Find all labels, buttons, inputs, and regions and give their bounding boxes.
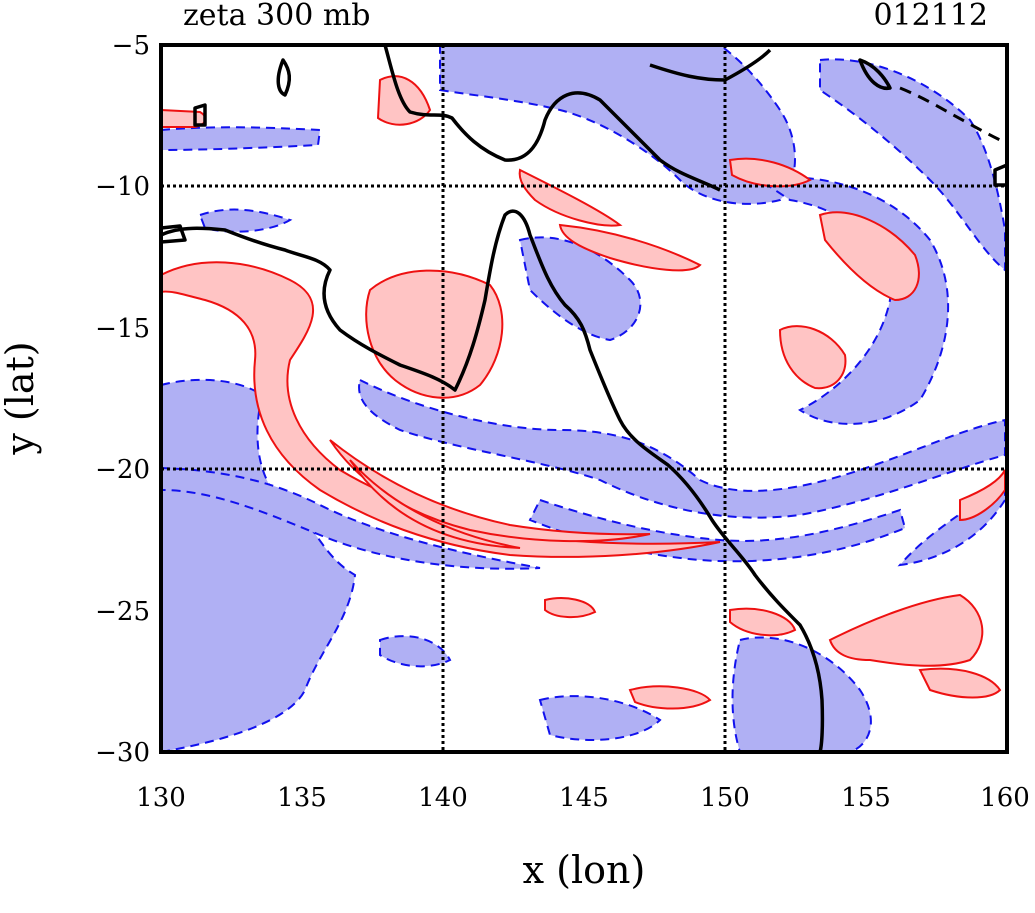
neg-region-gulf [518, 236, 642, 342]
x-axis-label: x (lon) [523, 848, 646, 892]
neg-region-northeast [819, 58, 1006, 273]
pos-region-arc-outer [161, 261, 721, 558]
coastline-east-edge [993, 163, 1007, 187]
pos-region-southeast-large [828, 593, 984, 667]
neg-region-southwest-patch [379, 635, 452, 668]
y-tick-minus15: −15 [95, 314, 150, 344]
pos-region-east-vortex [818, 211, 920, 302]
pos-region-southeast-tail [918, 667, 1002, 699]
y-tick-minus5: −5 [112, 31, 150, 61]
pos-region-east-core [778, 325, 847, 390]
chart-title-left: zeta 300 mb [183, 0, 371, 33]
negative-vorticity-regions [161, 45, 1006, 752]
pos-region-north-east [728, 157, 812, 188]
x-tick-135: 135 [277, 783, 327, 813]
neg-region-southeast [731, 636, 872, 752]
grid-lines [161, 45, 1007, 752]
coastline-west-edge [161, 224, 187, 244]
y-axis-label: y (lat) [0, 341, 42, 455]
chart-title-right: 012112 [873, 0, 988, 33]
x-tick-150: 150 [700, 783, 750, 813]
coastline-dashed-northeast [899, 86, 1001, 142]
plot-area [161, 45, 1007, 752]
x-tick-145: 145 [559, 783, 609, 813]
plot-frame [159, 43, 1009, 754]
x-tick-130: 130 [136, 783, 186, 813]
y-tick-minus25: −25 [95, 597, 150, 627]
neg-region-south-patch [538, 695, 662, 741]
x-tick-160: 160 [980, 783, 1030, 813]
pos-region-south-west [544, 597, 597, 618]
pos-region-south-small [628, 685, 712, 710]
pos-region-coral-band [558, 223, 702, 272]
pos-region-arc-thin [349, 459, 521, 549]
coastline-small-island [193, 103, 207, 127]
coastline [161, 45, 1007, 752]
coastline-island-north [276, 58, 292, 97]
y-tick-minus10: −10 [95, 172, 150, 202]
neg-region-north [439, 45, 796, 205]
x-tick-155: 155 [841, 783, 891, 813]
coastline-east-island [858, 58, 892, 91]
coastline-new-guinea [383, 45, 721, 192]
neg-region-west-arc [161, 466, 541, 570]
neg-region-north-streak [161, 126, 322, 152]
coastline-new-guinea-north [649, 48, 772, 82]
positive-vorticity-regions [161, 75, 1006, 710]
coastline-australia-east [161, 209, 825, 752]
neg-region-west-small [198, 208, 293, 233]
pos-region-south-mid [729, 607, 797, 637]
x-tick-140: 140 [418, 783, 468, 813]
x-tick-labels: 130 135 140 145 150 155 160 [136, 783, 1030, 813]
y-tick-minus30: −30 [95, 738, 150, 768]
y-tick-minus20: −20 [95, 455, 150, 485]
y-tick-labels: −5 −10 −15 −20 −25 −30 [95, 31, 150, 768]
pos-region-cape-york [518, 168, 623, 227]
